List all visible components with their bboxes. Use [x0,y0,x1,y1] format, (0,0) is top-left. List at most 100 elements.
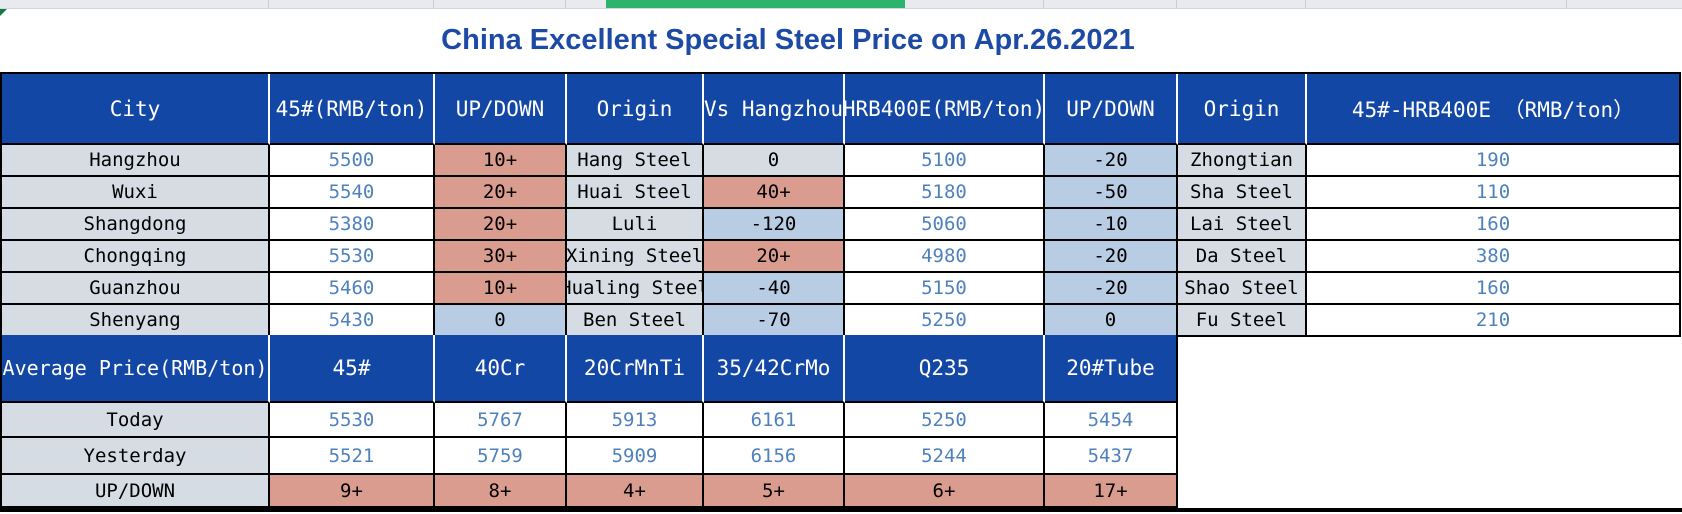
avg-updown-cell[interactable]: 8+ [435,475,567,508]
avg-row-label[interactable]: Today [2,403,270,438]
price-hrb400e-cell[interactable]: 5060 [845,209,1045,241]
avg-value-cell[interactable]: 6161 [704,403,845,438]
updown2-cell[interactable]: -20 [1045,273,1178,305]
avg-updown-cell[interactable]: 5+ [704,475,845,508]
updown1-cell[interactable]: 10+ [435,273,567,305]
diff-cell[interactable]: 160 [1307,209,1681,241]
updown2-cell[interactable]: -20 [1045,145,1178,177]
avg-header-45[interactable]: 45# [270,335,435,403]
avg-updown-cell[interactable]: 9+ [270,475,435,508]
diff-cell[interactable]: 210 [1307,305,1681,337]
city-cell[interactable]: Shangdong [2,209,270,241]
origin2-cell[interactable]: Zhongtian [1178,145,1307,177]
avg-value-cell[interactable]: 5521 [270,438,435,475]
col-header-hrb400e-price[interactable]: HRB400E(RMB/ton) [845,74,1045,145]
avg-header-3542crmo[interactable]: 35/42CrMo [704,335,845,403]
origin1-cell[interactable]: Ben Steel [567,305,704,337]
updown1-cell[interactable]: 20+ [435,209,567,241]
price-hrb400e-cell[interactable]: 5180 [845,177,1045,209]
avg-row-label[interactable]: UP/DOWN [2,475,270,508]
origin2-cell[interactable]: Da Steel [1178,241,1307,273]
col-header-45-hrb400e-diff[interactable]: 45#-HRB400E （RMB/ton） [1307,74,1681,145]
updown2-cell[interactable]: 0 [1045,305,1178,337]
origin2-cell[interactable]: Sha Steel [1178,177,1307,209]
avg-value-cell[interactable]: 5454 [1045,403,1178,438]
price-hrb400e-cell[interactable]: 5250 [845,305,1045,337]
price-45-cell[interactable]: 5540 [270,177,435,209]
price-45-cell[interactable]: 5500 [270,145,435,177]
updown2-cell[interactable]: -10 [1045,209,1178,241]
vs-hangzhou-cell[interactable]: 40+ [704,177,845,209]
sheet-column-strip [0,0,1682,9]
avg-value-cell[interactable]: 5909 [567,438,704,475]
column-divider [1043,0,1044,8]
updown1-cell[interactable]: 10+ [435,145,567,177]
avg-value-cell[interactable]: 5437 [1045,438,1178,475]
updown1-cell[interactable]: 0 [435,305,567,337]
avg-value-cell[interactable]: 5244 [845,438,1045,475]
city-cell[interactable]: Chongqing [2,241,270,273]
avg-header-20tube[interactable]: 20#Tube [1045,335,1178,403]
column-divider [1566,0,1567,8]
col-header-vs-hangzhou[interactable]: Vs Hangzhou [704,74,845,145]
price-hrb400e-cell[interactable]: 5100 [845,145,1045,177]
price-45-cell[interactable]: 5430 [270,305,435,337]
avg-value-cell[interactable]: 5759 [435,438,567,475]
updown1-cell[interactable]: 20+ [435,177,567,209]
column-divider [1176,0,1177,8]
diff-cell[interactable]: 160 [1307,273,1681,305]
avg-header-label[interactable]: Average Price(RMB/ton) [2,335,270,403]
col-header-origin-1[interactable]: Origin [567,74,704,145]
diff-cell[interactable]: 190 [1307,145,1681,177]
vs-hangzhou-cell[interactable]: -70 [704,305,845,337]
avg-header-40cr[interactable]: 40Cr [435,335,567,403]
col-header-updown-2[interactable]: UP/DOWN [1045,74,1178,145]
average-price-table: Average Price(RMB/ton) 45# 40Cr 20CrMnTi… [0,335,1178,508]
city-cell[interactable]: Wuxi [2,177,270,209]
price-45-cell[interactable]: 5530 [270,241,435,273]
avg-value-cell[interactable]: 5250 [845,403,1045,438]
title-row: China Excellent Special Steel Price on A… [0,8,1576,72]
city-cell[interactable]: Guanzhou [2,273,270,305]
origin1-cell[interactable]: Hang Steel [567,145,704,177]
cell-comment-marker-icon [0,9,7,16]
avg-row-label[interactable]: Yesterday [2,438,270,475]
origin2-cell[interactable]: Shao Steel [1178,273,1307,305]
origin2-cell[interactable]: Lai Steel [1178,209,1307,241]
page-title: China Excellent Special Steel Price on A… [441,23,1135,56]
avg-updown-cell[interactable]: 4+ [567,475,704,508]
avg-updown-cell[interactable]: 6+ [845,475,1045,508]
avg-value-cell[interactable]: 5913 [567,403,704,438]
avg-value-cell[interactable]: 6156 [704,438,845,475]
updown2-cell[interactable]: -50 [1045,177,1178,209]
city-cell[interactable]: Hangzhou [2,145,270,177]
origin1-cell[interactable]: Hualing Steel [567,273,704,305]
diff-cell[interactable]: 380 [1307,241,1681,273]
avg-value-cell[interactable]: 5767 [435,403,567,438]
vs-hangzhou-cell[interactable]: 0 [704,145,845,177]
origin1-cell[interactable]: Luli [567,209,704,241]
vs-hangzhou-cell[interactable]: -120 [704,209,845,241]
avg-updown-cell[interactable]: 17+ [1045,475,1178,508]
vs-hangzhou-cell[interactable]: -40 [704,273,845,305]
updown2-cell[interactable]: -20 [1045,241,1178,273]
origin1-cell[interactable]: Xining Steel [567,241,704,273]
origin2-cell[interactable]: Fu Steel [1178,305,1307,337]
price-hrb400e-cell[interactable]: 4980 [845,241,1045,273]
col-header-city[interactable]: City [2,74,270,145]
city-cell[interactable]: Shenyang [2,305,270,337]
avg-header-q235[interactable]: Q235 [845,335,1045,403]
price-hrb400e-cell[interactable]: 5150 [845,273,1045,305]
avg-value-cell[interactable]: 5530 [270,403,435,438]
col-header-updown-1[interactable]: UP/DOWN [435,74,567,145]
origin1-cell[interactable]: Huai Steel [567,177,704,209]
updown1-cell[interactable]: 30+ [435,241,567,273]
col-header-45-price[interactable]: 45#(RMB/ton) [270,74,435,145]
vs-hangzhou-cell[interactable]: 20+ [704,241,845,273]
diff-cell[interactable]: 110 [1307,177,1681,209]
avg-header-20crmnti[interactable]: 20CrMnTi [567,335,704,403]
price-45-cell[interactable]: 5380 [270,209,435,241]
price-45-cell[interactable]: 5460 [270,273,435,305]
col-header-origin-2[interactable]: Origin [1178,74,1307,145]
